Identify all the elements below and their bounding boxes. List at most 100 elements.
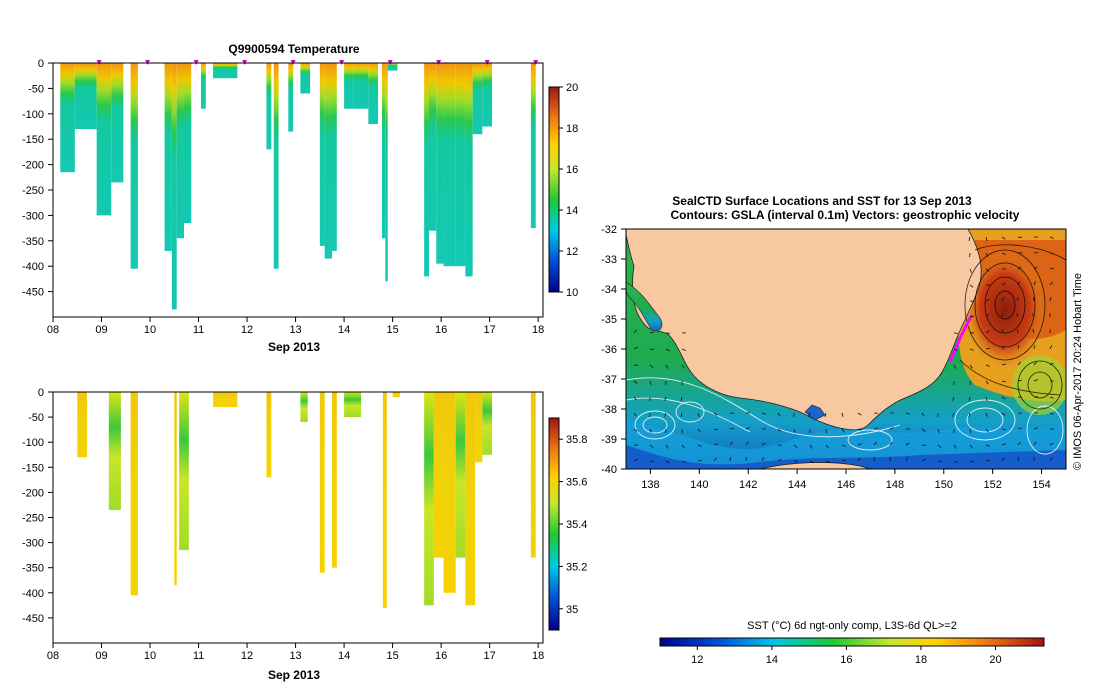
salinity-colorbar: [548, 417, 560, 631]
map-subtitle: Contours: GSLA (interval 0.1m) Vectors: …: [671, 208, 1020, 222]
sst-colorbar-tick-label: 14: [766, 654, 778, 666]
colorbar-tick-label: 35.6: [566, 477, 587, 489]
velocity-vector: [985, 236, 988, 241]
y-tick-label: -300: [22, 210, 44, 222]
velocity-vector: [985, 380, 989, 385]
velocity-vector: [1049, 442, 1054, 446]
velocity-vector: [969, 444, 973, 449]
velocity-vector: [761, 442, 766, 446]
velocity-vector: [1017, 427, 1022, 430]
velocity-vector: [953, 444, 957, 449]
sst-map: [626, 229, 1066, 469]
y-tick-label: -100: [22, 437, 44, 449]
sst-colorbar-tick-label: 16: [840, 654, 852, 666]
profile-bar: [183, 63, 192, 224]
velocity-vector: [777, 412, 781, 417]
velocity-vector: [969, 268, 972, 273]
velocity-vector: [1017, 361, 1022, 366]
velocity-vector: [985, 268, 990, 272]
colorbar-tick-label: 10: [566, 287, 578, 299]
velocity-vector: [889, 427, 894, 430]
velocity-vector: [1001, 412, 1006, 416]
velocity-vector: [1049, 236, 1054, 239]
velocity-vector: [968, 236, 971, 241]
velocity-vector: [1049, 457, 1053, 462]
velocity-vector: [1017, 266, 1022, 270]
sst-colorbar-ticks: 12 14 16 18 20: [691, 646, 1002, 666]
velocity-vector: [952, 412, 955, 417]
profile-bar: [443, 63, 456, 267]
velocity-vector: [680, 396, 683, 401]
velocity-vector: [649, 331, 654, 334]
velocity-vector: [905, 457, 909, 462]
velocity-vector: [713, 457, 717, 462]
salinity-axes: 08 09 10 11 12 13 14 15 16 17 18 0 -50 -100 -150 -200 -2…: [22, 387, 544, 662]
colorbar-tick-label: 35.4: [566, 519, 587, 531]
velocity-vector: [825, 444, 829, 449]
x-tick-label: 17: [484, 650, 496, 662]
profile-bar: [424, 392, 434, 606]
velocity-vector: [745, 427, 750, 430]
velocity-vector: [1001, 457, 1005, 462]
velocity-vector: [1017, 441, 1021, 446]
x-tick-label: 15: [386, 324, 398, 336]
velocity-vector: [1049, 252, 1054, 255]
velocity-vector: [985, 412, 988, 417]
velocity-vector: [649, 444, 654, 448]
velocity-vector: [1001, 282, 1006, 286]
velocity-vector: [857, 457, 861, 462]
velocity-vector: [1033, 427, 1038, 430]
velocity-vector: [633, 346, 638, 350]
salinity-colorbar-ticks: 35.8 35.6 35.4 35.2 35: [559, 434, 587, 616]
profile-bar: [433, 392, 444, 558]
velocity-vector: [1049, 267, 1054, 270]
x-tick-label: 12: [241, 324, 253, 336]
y-tick-label: -150: [22, 462, 44, 474]
map-x-tick-label: 140: [690, 479, 708, 491]
velocity-vector: [985, 314, 990, 318]
temperature-xlabel: Sep 2013: [268, 340, 320, 354]
velocity-vector: [985, 347, 991, 350]
velocity-vector: [1033, 296, 1035, 302]
velocity-vector: [1032, 313, 1035, 318]
colorbar-tick-label: 14: [566, 205, 578, 217]
x-tick-label: 16: [435, 324, 447, 336]
temperature-axes: 08 09 10 11 12 13 14 15 16 17 18 0 -50 -100 -150 -200 -2…: [22, 58, 544, 336]
profile-bar: [443, 392, 456, 593]
x-tick-label: 13: [289, 650, 301, 662]
profile-bar: [213, 392, 238, 408]
profile-bar: [482, 63, 493, 127]
velocity-vector: [1033, 281, 1036, 286]
y-tick-label: 0: [38, 387, 44, 399]
profile-bar: [111, 63, 124, 183]
velocity-vector: [985, 444, 990, 447]
velocity-vector: [697, 459, 703, 462]
y-tick-label: -450: [22, 613, 44, 625]
velocity-vector: [1065, 348, 1066, 349]
y-tick-label: -150: [22, 134, 44, 146]
profile-bar: [319, 392, 325, 573]
profile-bar: [353, 63, 369, 109]
velocity-vector: [969, 364, 973, 369]
profile-bar: [77, 392, 87, 458]
velocity-vector: [1001, 363, 1006, 366]
velocity-vector: [969, 284, 974, 288]
velocity-vector: [1049, 396, 1054, 399]
velocity-vector: [889, 441, 893, 446]
temperature-panel: Q9900594 Temperature 08 09 10 11 12 13 14 15 16 1…: [22, 42, 578, 354]
x-tick-label: 18: [532, 324, 544, 336]
profile-bar: [344, 392, 362, 418]
velocity-vector: [1017, 456, 1020, 462]
velocity-vector: [633, 458, 638, 462]
temperature-title: Q9900594 Temperature: [228, 42, 360, 56]
spencer-gulf: [626, 281, 663, 332]
velocity-vector: [681, 348, 686, 351]
velocity-vector: [969, 460, 974, 463]
profile-bar: [300, 63, 311, 94]
x-tick-label: 16: [435, 650, 447, 662]
profile-bar: [300, 392, 308, 423]
velocity-vector: [1065, 284, 1066, 285]
profile-bar: [331, 63, 337, 251]
velocity-vector: [713, 443, 718, 446]
sst-colorbar-tick-label: 20: [989, 654, 1001, 666]
